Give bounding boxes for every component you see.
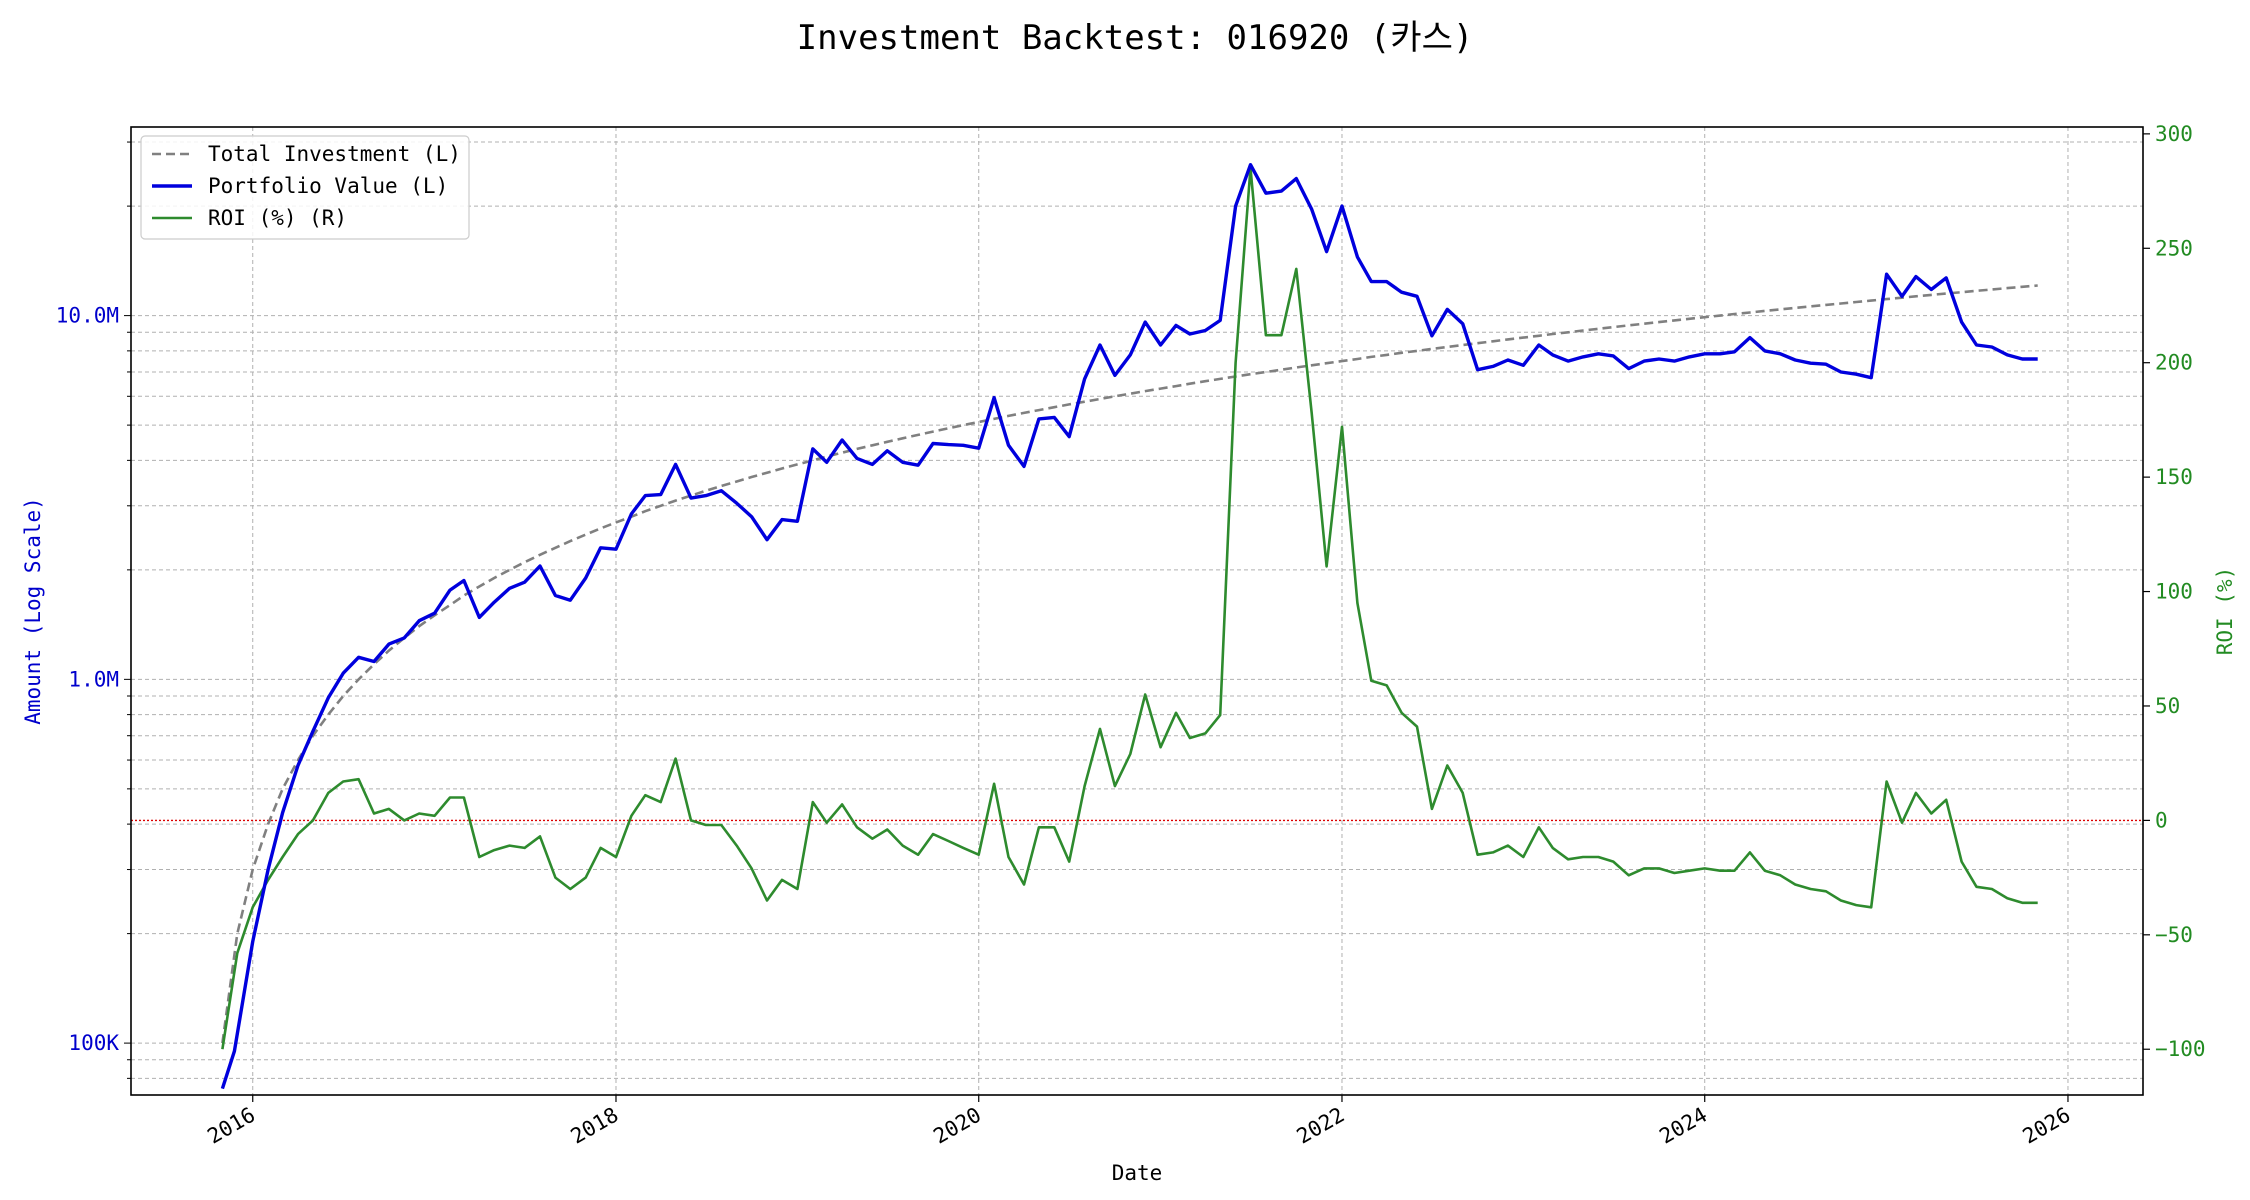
roi-line (221, 166, 2038, 1050)
y-left-tick-label-1: 1.0M (68, 667, 119, 691)
portfolio-value-line (220, 162, 2038, 1090)
legend-box (140, 135, 470, 240)
legend: Total Investment (L) Portfolio Value (L) R… (140, 135, 470, 240)
y-right-tick-label-4: 100 (2155, 580, 2193, 604)
x-tick-label-2: 2020 (929, 1103, 985, 1149)
y-right-tick-label-1: −50 (2155, 923, 2193, 947)
plot-area-frame (130, 126, 2144, 1096)
total-investment-line (221, 284, 2038, 1044)
x-tick-label-1: 2018 (567, 1103, 623, 1149)
x-axis-label: Date (1112, 1161, 1163, 1185)
legend-label-total_investment: Total Investment (L) (208, 142, 461, 166)
y-right-tick-label-3: 50 (2155, 694, 2180, 718)
right-y-axis-label: ROI (%) (2213, 567, 2237, 656)
y-right-tick-label-8: 300 (2155, 122, 2193, 146)
legend-label-portfolio_value: Portfolio Value (L) (208, 174, 448, 198)
y-left-tick-label-2: 10.0M (56, 304, 119, 328)
grid-lines (131, 127, 2143, 1095)
x-tick-label-0: 2016 (203, 1103, 259, 1149)
y-right-tick-label-0: −100 (2155, 1037, 2206, 1061)
chart-title: Investment Backtest: 016920 (카스) (797, 18, 1474, 58)
y-left-tick-label-0: 100K (68, 1031, 119, 1055)
x-tick-label-3: 2022 (1293, 1103, 1349, 1149)
y-right-tick-label-5: 150 (2155, 465, 2193, 489)
series-layer (220, 162, 2038, 1090)
y-right-tick-label-7: 250 (2155, 236, 2193, 260)
left-y-axis: 100K 1.0M 10.0M (56, 141, 131, 1079)
y-right-tick-label-2: 0 (2155, 808, 2168, 832)
left-y-axis-label: Amount (Log Scale) (21, 497, 45, 725)
right-y-axis: −100 −50 0 50 100 150 200 250 300 (2143, 122, 2206, 1061)
x-axis: 2016 2018 2020 2022 2024 2026 (203, 1095, 2074, 1149)
x-tick-label-4: 2024 (1655, 1103, 1711, 1149)
x-tick-label-5: 2026 (2019, 1103, 2075, 1149)
legend-label-roi: ROI (%) (R) (208, 206, 347, 230)
y-right-tick-label-6: 200 (2155, 351, 2193, 375)
